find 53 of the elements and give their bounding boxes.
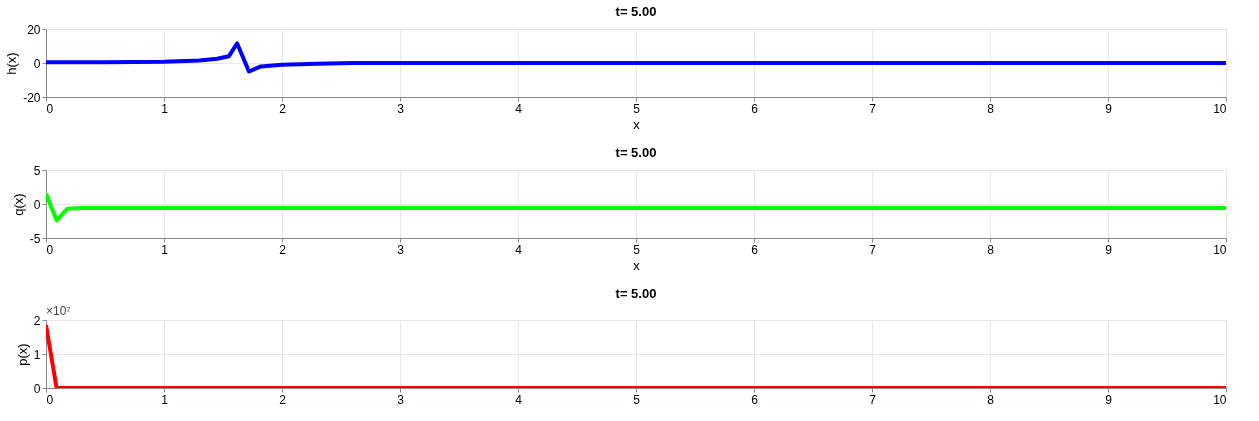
chart-title: t= 5.00	[615, 4, 657, 19]
x-tick-label: 10	[1213, 392, 1227, 407]
y-tick-label: 0	[33, 197, 41, 212]
x-tick-label: 7	[869, 101, 877, 116]
line-series	[46, 41, 1226, 74]
x-axis-title: x	[633, 257, 641, 273]
y-axis-title: q(x)	[10, 193, 26, 216]
x-tick-label: 4	[515, 242, 523, 257]
x-tick-label: 4	[515, 392, 523, 407]
x-axis-title: x	[633, 116, 641, 132]
x-tick-label: 2	[279, 101, 287, 116]
y-axis-title: h(x)	[4, 52, 20, 75]
x-tick-label: 0	[46, 242, 54, 257]
x-tick-label: 3	[397, 101, 405, 116]
chart-title: t= 5.00	[615, 145, 657, 160]
y-tick-label: -5	[29, 231, 41, 246]
x-tick-label: 1	[161, 101, 169, 116]
x-tick-label: 0	[46, 101, 54, 116]
y-tick-label: 20	[27, 22, 41, 37]
x-tick-label: 2	[279, 392, 287, 407]
x-tick-label: 8	[987, 392, 995, 407]
x-tick-label: 6	[751, 101, 759, 116]
x-tick-label: 5	[633, 392, 641, 407]
x-tick-label: 6	[751, 392, 759, 407]
x-tick-label: 4	[515, 101, 523, 116]
line-series	[46, 191, 1226, 223]
x-tick-label: 9	[1105, 242, 1113, 257]
x-tick-label: 9	[1105, 101, 1113, 116]
x-tick-label: 1	[161, 242, 169, 257]
y-tick-label: 5	[33, 163, 41, 178]
y-axis-title: p(x)	[14, 343, 30, 366]
x-tick-label: 2	[279, 242, 287, 257]
x-tick-label: 7	[869, 392, 877, 407]
text: ×10⁷	[46, 304, 71, 318]
y-tick-label: 0	[33, 381, 41, 396]
x-tick-label: 8	[987, 242, 995, 257]
x-tick-label: 10	[1213, 101, 1227, 116]
x-tick-label: 5	[633, 242, 641, 257]
y-tick-label: 1	[33, 347, 41, 362]
y-tick-label: -20	[23, 90, 41, 105]
x-tick-label: 0	[46, 392, 54, 407]
x-tick-label: 3	[397, 392, 405, 407]
x-tick-label: 1	[161, 392, 169, 407]
x-tick-label: 7	[869, 242, 877, 257]
x-tick-label: 8	[987, 101, 995, 116]
y-tick-label: 2	[33, 313, 41, 328]
x-tick-label: 6	[751, 242, 759, 257]
x-tick-label: 3	[397, 242, 405, 257]
x-tick-label: 9	[1105, 392, 1113, 407]
x-tick-label: 5	[633, 101, 641, 116]
x-tick-label: 10	[1213, 242, 1227, 257]
chart-title: t= 5.00	[615, 286, 657, 301]
y-tick-label: 0	[33, 56, 41, 71]
